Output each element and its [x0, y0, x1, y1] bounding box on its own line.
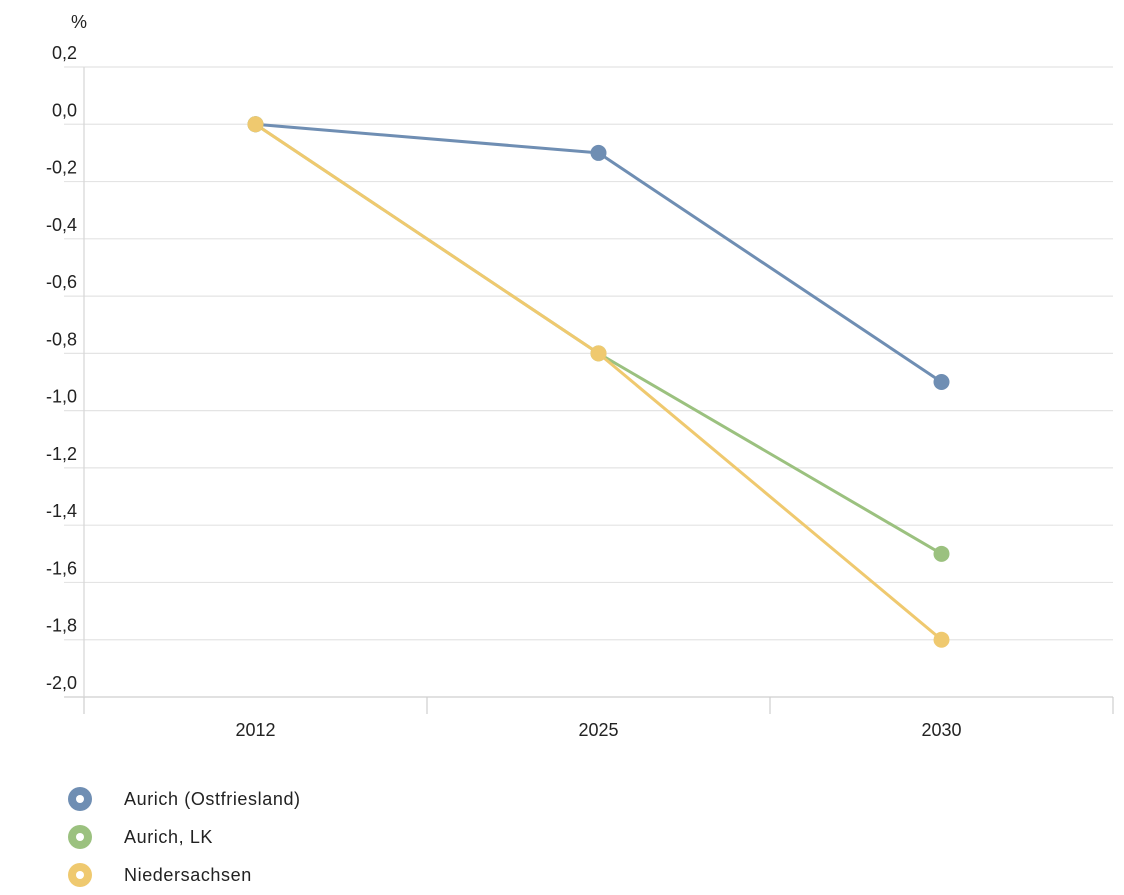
y-tick-label: -2,0	[46, 673, 77, 693]
legend-item[interactable]: Aurich (Ostfriesland)	[68, 780, 301, 818]
axes	[83, 67, 1114, 714]
y-axis-unit-label: %	[71, 12, 87, 32]
legend: Aurich (Ostfriesland) Aurich, LK Niedersac…	[68, 780, 301, 894]
series-line	[254, 122, 943, 642]
y-tick-label: -1,4	[46, 501, 77, 521]
legend-label: Niedersachsen	[124, 864, 252, 885]
legend-label: Aurich (Ostfriesland)	[124, 788, 301, 809]
data-point[interactable]	[933, 545, 950, 562]
legend-item[interactable]: Niedersachsen	[68, 856, 301, 894]
x-tick-label: 2012	[235, 720, 275, 740]
y-tick-label: -1,2	[46, 444, 77, 464]
x-tick-label: 2030	[921, 720, 961, 740]
data-point[interactable]	[933, 631, 950, 648]
legend-marker	[68, 825, 92, 849]
y-tick-label: -0,2	[46, 158, 77, 178]
series-lines	[247, 116, 950, 648]
y-tick-label: -1,6	[46, 558, 77, 578]
y-tick-label: -1,0	[46, 387, 77, 407]
data-point[interactable]	[247, 116, 264, 133]
legend-label: Aurich, LK	[124, 826, 214, 847]
gridlines	[64, 66, 1113, 698]
y-tick-label: -0,4	[46, 215, 77, 235]
legend-item[interactable]: Aurich, LK	[68, 818, 301, 856]
data-point[interactable]	[933, 374, 950, 390]
y-tick-label: 0,0	[52, 100, 77, 120]
legend-marker	[68, 787, 92, 811]
data-point[interactable]	[590, 144, 607, 161]
legend-marker	[68, 863, 92, 887]
y-tick-label: 0,2	[52, 43, 77, 63]
x-tick-label: 2025	[578, 720, 618, 740]
data-point[interactable]	[590, 345, 607, 362]
tick-labels: % 0,2 0,0 -0,2 -0,4 -0,6 -0,8 -1,0 -1,2 -1,4 -1,6…	[46, 12, 962, 740]
chart-plot-area: % 0,2 0,0 -0,2 -0,4 -0,6 -0,8 -1,0 -1,2 -1,4 -1,6…	[46, 12, 1114, 740]
y-tick-label: -0,6	[46, 272, 77, 292]
series-line	[254, 122, 943, 384]
y-tick-label: -0,8	[46, 329, 77, 349]
series-line	[254, 122, 943, 556]
y-tick-label: -1,8	[46, 616, 77, 636]
